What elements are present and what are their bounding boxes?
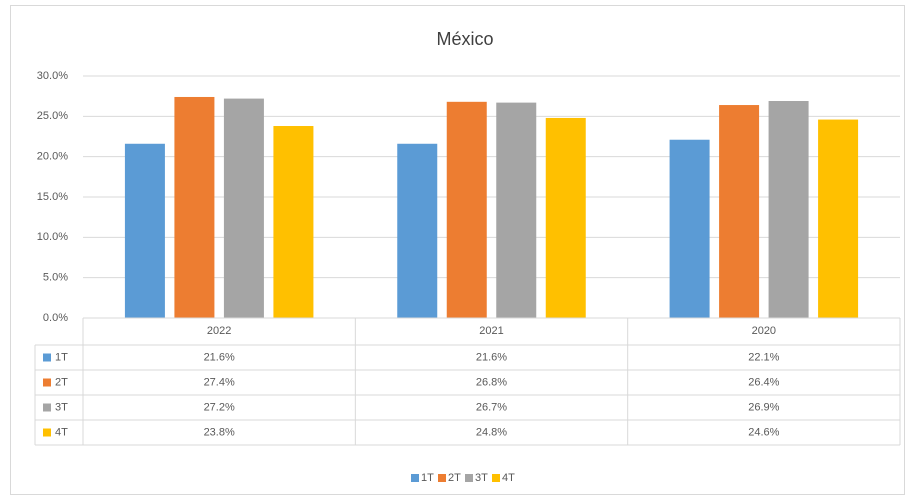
y-tick-label: 0.0%: [43, 312, 68, 324]
data-label: 24.6%: [748, 426, 779, 438]
data-label: 23.8%: [204, 426, 235, 438]
legend-key: [438, 474, 446, 482]
table-series-name: 2T: [55, 376, 68, 388]
data-label: 27.4%: [204, 376, 235, 388]
legend-label: 1T: [421, 472, 434, 484]
y-tick-label: 10.0%: [37, 231, 68, 243]
bar: [496, 102, 537, 319]
bar: [124, 143, 165, 318]
chart-title: México: [436, 29, 493, 49]
data-label: 27.2%: [204, 401, 235, 413]
bar: [223, 98, 264, 318]
data-label: 22.1%: [748, 351, 779, 363]
bar: [174, 96, 215, 319]
x-tick-label: 2021: [479, 325, 503, 337]
bar: [669, 139, 710, 318]
bar: [397, 143, 438, 318]
table-series-name: 4T: [55, 426, 68, 438]
y-tick-label: 25.0%: [37, 110, 68, 122]
y-tick-label: 30.0%: [37, 70, 68, 82]
data-label: 26.7%: [476, 401, 507, 413]
legend-key: [411, 474, 419, 482]
y-tick-label: 15.0%: [37, 191, 68, 203]
table-legend-key: [43, 378, 51, 387]
legend-key: [465, 474, 473, 482]
bar: [719, 105, 760, 318]
bar: [818, 119, 859, 318]
legend-label: 3T: [475, 472, 488, 484]
bar: [545, 117, 586, 319]
table-series-name: 1T: [55, 351, 68, 363]
legend-label: 4T: [502, 472, 515, 484]
y-tick-label: 20.0%: [37, 151, 68, 163]
data-label: 21.6%: [476, 351, 507, 363]
legend-key: [492, 474, 500, 482]
data-label: 26.9%: [748, 401, 779, 413]
data-label: 24.8%: [476, 426, 507, 438]
table-series-name: 3T: [55, 401, 68, 413]
x-tick-label: 2020: [752, 325, 776, 337]
bar: [446, 101, 487, 319]
data-label: 26.4%: [748, 376, 779, 388]
table-legend-key: [43, 353, 51, 362]
x-tick-label: 2022: [207, 325, 231, 337]
bar: [273, 126, 314, 318]
bar: [768, 101, 809, 318]
y-tick-label: 5.0%: [43, 272, 68, 284]
table-legend-key: [43, 428, 51, 437]
legend-label: 2T: [448, 472, 461, 484]
table-legend-key: [43, 403, 51, 412]
data-label: 21.6%: [204, 351, 235, 363]
data-label: 26.8%: [476, 376, 507, 388]
